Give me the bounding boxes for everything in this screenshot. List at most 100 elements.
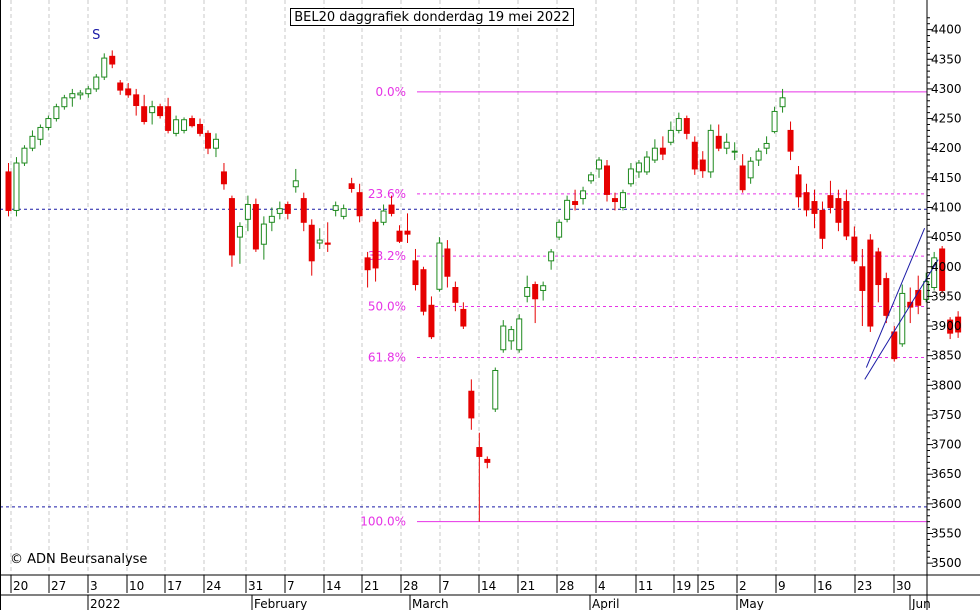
grid	[10, 0, 895, 575]
x-tick-label: 3	[90, 579, 98, 593]
candle-body-down	[859, 266, 866, 291]
y-tick-label: 3600	[931, 497, 962, 511]
candle-body-up	[268, 215, 275, 223]
x-tick-label: 20	[13, 579, 28, 593]
candle-body-up	[931, 257, 938, 289]
wedge-trendlines	[864, 228, 939, 380]
candle-body-down	[835, 198, 842, 223]
candle-body-up	[173, 119, 180, 134]
candle-body-down	[444, 248, 451, 277]
candle-body-up	[212, 138, 219, 149]
candle-body-up	[492, 369, 499, 410]
candle-body-up	[755, 150, 762, 161]
x-tick-label: 24	[206, 579, 221, 593]
candle-body-down	[795, 174, 802, 198]
fib-level-label: 23.6%	[368, 187, 406, 201]
candle-body-down	[867, 239, 874, 327]
candle-body-down	[109, 55, 116, 65]
candle-body-down	[484, 458, 491, 463]
candle-body-down	[691, 141, 698, 170]
candle-body-up	[77, 92, 84, 96]
y-tick-label: 4150	[931, 171, 962, 185]
y-tick-label: 4300	[931, 82, 962, 96]
candle-body-down	[157, 106, 164, 117]
candle-body-up	[292, 180, 299, 188]
month-label: 2022	[90, 597, 121, 610]
candle-body-down	[572, 201, 579, 206]
candle-body-up	[651, 147, 658, 161]
candle-body-up	[508, 329, 515, 342]
x-tick-label: 23	[857, 579, 872, 593]
x-tick-label: 21	[520, 579, 535, 593]
candle-body-down	[803, 192, 810, 211]
candle-body-up	[635, 162, 642, 173]
x-tick-label: 16	[817, 579, 832, 593]
candle-body-up	[53, 106, 60, 120]
candle-body-down	[604, 165, 610, 195]
candle-body-up	[69, 93, 76, 99]
candle-body-up	[643, 156, 650, 173]
candle-body-up	[675, 118, 682, 131]
candle-body-down	[843, 201, 850, 237]
x-tick-label: 9	[778, 579, 786, 593]
candles: S	[5, 28, 962, 522]
candle-body-down	[117, 82, 124, 91]
x-tick-label: 28	[403, 579, 418, 593]
y-tick-label: 3700	[931, 438, 962, 452]
y-tick-label: 4250	[931, 112, 962, 126]
candle-body-down	[220, 171, 227, 185]
candle-body-up	[588, 174, 595, 182]
candle-body-down	[372, 221, 379, 269]
x-tick-label: 10	[129, 579, 144, 593]
candle-body-up	[723, 141, 730, 149]
candle-body-down	[452, 287, 459, 303]
candle-body-up	[707, 129, 714, 173]
candle-body-down	[5, 171, 12, 211]
y-tick-label: 4050	[931, 230, 962, 244]
month-label: March	[412, 597, 449, 610]
candle-body-down	[133, 94, 140, 107]
candle-body-up	[436, 242, 443, 290]
chart-title: BEL20 daggrafiek donderdag 19 mei 2022	[290, 8, 574, 26]
candle-body-down	[388, 204, 395, 214]
month-label: February	[254, 597, 307, 610]
wedge-trendline	[864, 259, 939, 380]
candle-body-up	[316, 239, 323, 244]
candle-body-up	[580, 190, 587, 200]
candle-body-up	[149, 106, 156, 114]
x-tick-label: 4	[598, 579, 606, 593]
candle-body-down	[883, 278, 890, 316]
axis-labels: 4400435043004250420041504100405040003950…	[13, 23, 962, 611]
candle-body-down	[851, 236, 858, 262]
candle-body-down	[875, 251, 882, 286]
candle-body-down	[141, 106, 148, 123]
candle-body-down	[228, 198, 235, 256]
x-tick-label: 2	[739, 579, 747, 593]
x-tick-label: 7	[287, 579, 295, 593]
x-tick-label: 7	[442, 579, 450, 593]
month-label: April	[592, 597, 619, 610]
candle-body-up	[779, 97, 786, 108]
fib-level-label: 100.0%	[360, 515, 406, 529]
month-label: Jun	[911, 597, 931, 610]
fib-level-label: 61.8%	[368, 350, 406, 364]
fib-level-label: 50.0%	[368, 299, 406, 313]
candle-body-up	[747, 160, 754, 179]
candle-body-up	[37, 126, 44, 140]
candle-body-down	[955, 316, 962, 333]
fib-level-label: 0.0%	[376, 85, 407, 99]
y-tick-label: 4200	[931, 141, 962, 155]
candle-body-up	[763, 142, 770, 149]
candle-body-up	[564, 199, 571, 220]
candle-body-up	[29, 135, 36, 149]
candle-body-up	[332, 205, 339, 211]
candle-body-down	[787, 129, 794, 152]
candle-body-up	[731, 150, 738, 153]
candle-body-down	[364, 257, 371, 271]
month-label: May	[739, 597, 764, 610]
candle-body-down	[715, 135, 722, 149]
candle-body-up	[45, 118, 52, 128]
